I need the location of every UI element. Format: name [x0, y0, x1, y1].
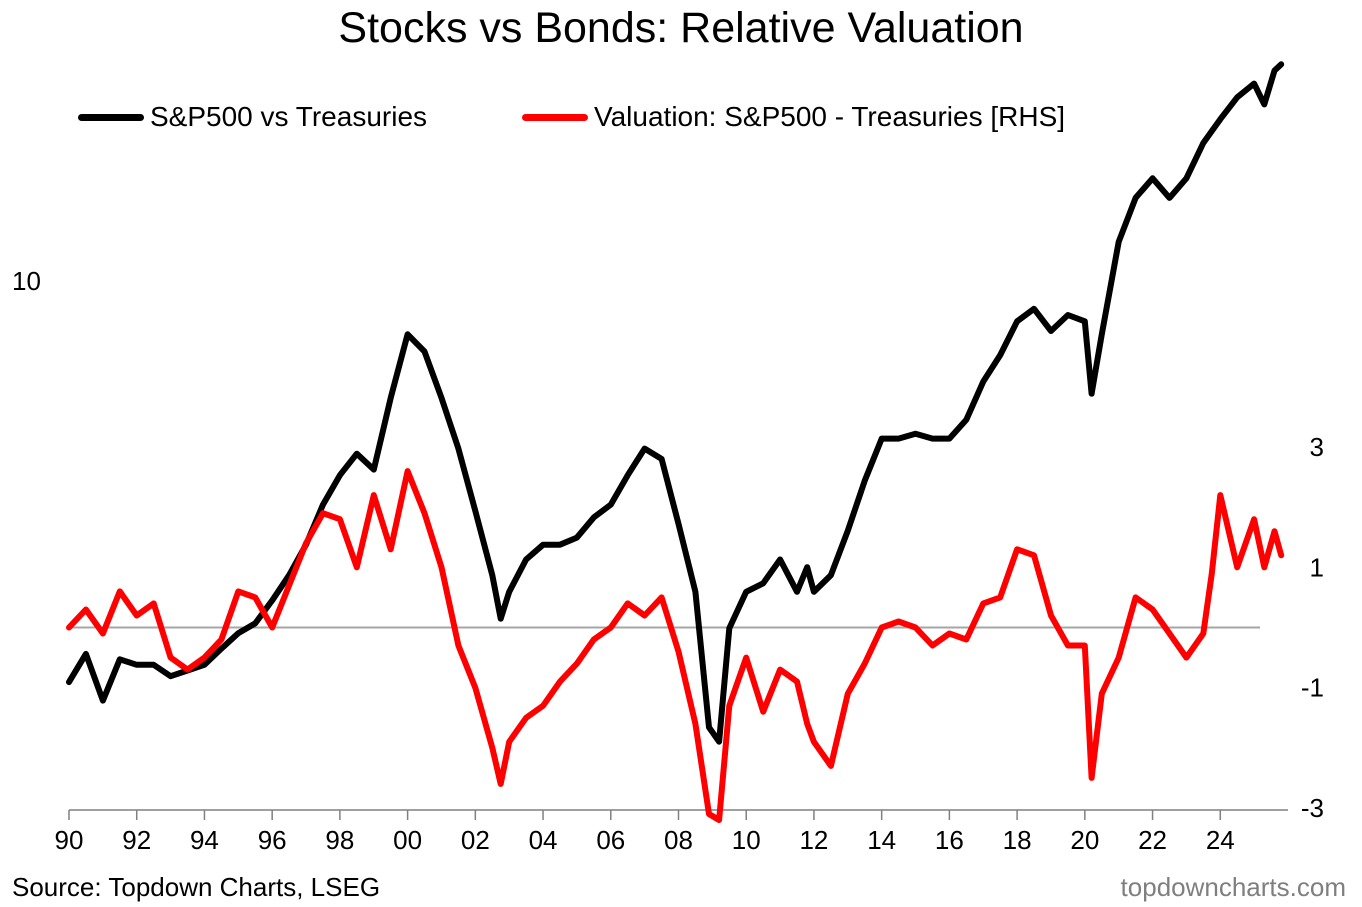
x-tick-label: 06: [596, 825, 625, 855]
chart-title: Stocks vs Bonds: Relative Valuation: [338, 4, 1024, 52]
x-tick-label: 98: [325, 825, 354, 855]
x-tick-label: 14: [867, 825, 896, 855]
x-tick-label: 00: [393, 825, 422, 855]
x-tick-label: 92: [122, 825, 151, 855]
x-tick-label: 10: [732, 825, 761, 855]
source-note: Source: Topdown Charts, LSEG: [12, 872, 381, 902]
right-tick-label: 1: [1310, 552, 1324, 582]
x-tick-label: 04: [529, 825, 558, 855]
legend-item-red: Valuation: S&P500 - Treasuries [RHS]: [522, 100, 1065, 134]
x-tick-label: 16: [935, 825, 964, 855]
x-tick-label: 96: [258, 825, 287, 855]
x-tick-label: 22: [1138, 825, 1167, 855]
right-tick-label: -3: [1301, 793, 1324, 823]
legend-label-black: S&P500 vs Treasuries: [150, 101, 428, 132]
left-tick-label: 10: [12, 266, 41, 296]
x-tick-label: 18: [1003, 825, 1032, 855]
x-tick-label: 02: [461, 825, 490, 855]
x-tick-label: 24: [1206, 825, 1235, 855]
x-tick-label: 20: [1070, 825, 1099, 855]
watermark: topdowncharts.com: [1120, 872, 1346, 902]
legend-swatch-black: [78, 113, 144, 121]
x-tick-label: 08: [664, 825, 693, 855]
x-tick-label: 94: [190, 825, 219, 855]
legend-item-black: S&P500 vs Treasuries: [78, 100, 427, 134]
right-tick-label: 3: [1310, 432, 1324, 462]
series-line-valuation: [66, 468, 1285, 823]
x-tick-label: 90: [55, 825, 84, 855]
legend-swatch-red: [522, 113, 588, 121]
x-tick-label: 12: [799, 825, 828, 855]
legend-label-red: Valuation: S&P500 - Treasuries [RHS]: [594, 101, 1066, 132]
series-line-sp500-vs-treasuries: [66, 61, 1285, 745]
right-tick-label: -1: [1301, 673, 1324, 703]
